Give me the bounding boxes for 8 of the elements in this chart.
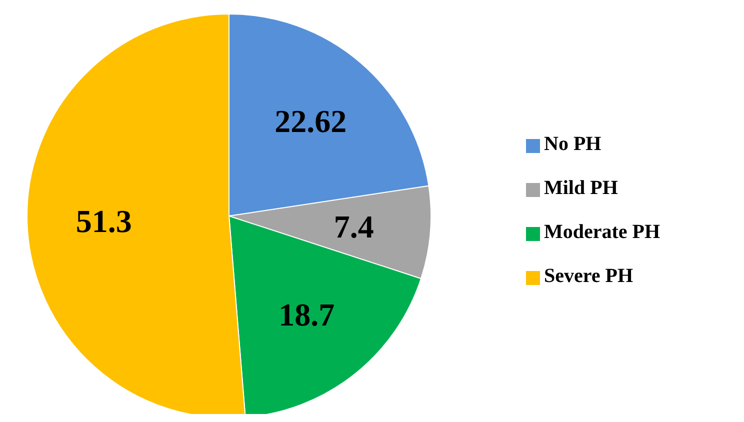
data-label: 18.7 <box>278 296 335 332</box>
legend-label: Severe PH <box>544 265 634 287</box>
legend-label: Moderate PH <box>544 221 660 243</box>
data-label: 51.3 <box>76 203 132 240</box>
legend-label: Mild PH <box>544 177 618 199</box>
legend-label: No PH <box>544 133 602 155</box>
data-label: 22.62 <box>274 103 347 140</box>
data-label: 7.4 <box>334 208 374 244</box>
